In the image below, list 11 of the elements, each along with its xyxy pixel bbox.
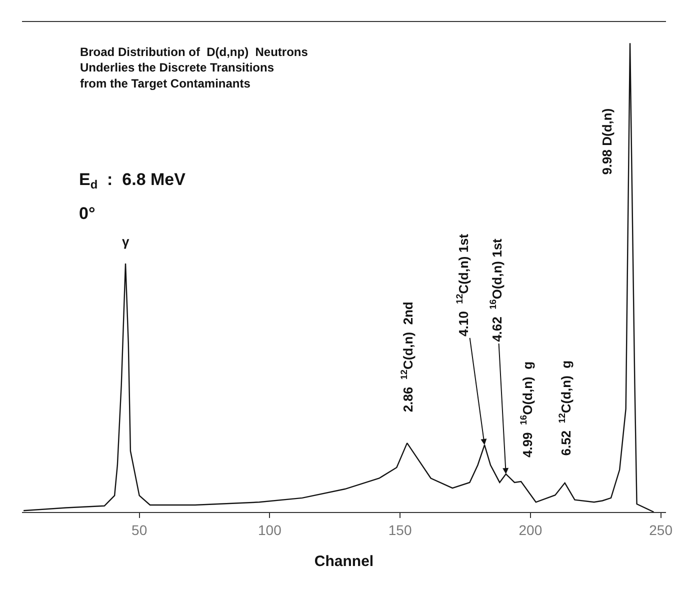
annotation: γ: [122, 234, 130, 249]
x-tick-label: 100: [258, 522, 282, 538]
annotation: E$_{d}$ : 6.8 MeV: [79, 170, 186, 192]
x-axis-title: Channel: [314, 552, 374, 570]
annotation: 9.98 D(d,n): [600, 108, 615, 175]
x-tick-label: 150: [388, 522, 412, 538]
annotation: 0°: [79, 204, 96, 223]
x-tick-label: 50: [132, 522, 148, 538]
x-tick-label: 250: [649, 522, 673, 538]
text: Broad Distribution of D(d,np) Neutrons Underlies the Discrete Transitions from the Target Contaminants: [80, 45, 308, 90]
x-tick-label: 200: [518, 522, 542, 538]
